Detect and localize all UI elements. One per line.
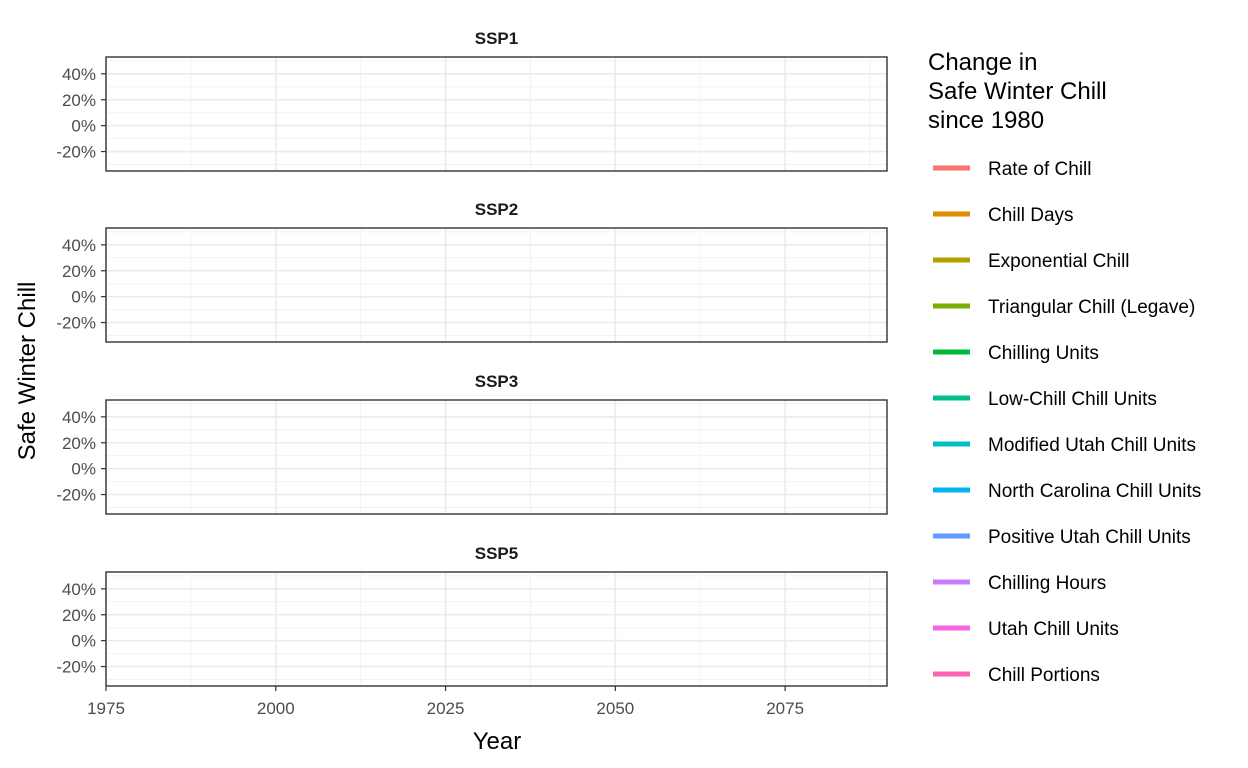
- y-tick-label: -20%: [56, 143, 96, 162]
- legend-label: Positive Utah Chill Units: [988, 527, 1191, 548]
- legend-label: Chill Days: [988, 205, 1074, 226]
- legend-title-line: Change in: [928, 49, 1037, 76]
- legend-label: Low-Chill Chill Units: [988, 389, 1157, 410]
- y-tick-label: 0%: [71, 460, 96, 479]
- facet-panels: SSP1 -20% 0% 20% 40% SSP2 -20% 0% 20% 40% SSP3 -20%…: [56, 29, 888, 687]
- panel-border: [105, 56, 888, 172]
- y-axis-title: Safe Winter Chill: [14, 282, 41, 461]
- facet-title: SSP5: [475, 544, 518, 563]
- legend-entry: North Carolina Chill Units: [933, 481, 1201, 502]
- y-tick-label: -20%: [56, 486, 96, 505]
- legend-entry: Chilling Hours: [933, 573, 1106, 594]
- y-tick-label: 20%: [62, 606, 96, 625]
- legend-label: Chilling Hours: [988, 573, 1106, 594]
- x-tick-label: 1975: [87, 699, 125, 718]
- legend-entry: Exponential Chill: [933, 251, 1130, 272]
- legend-label: Exponential Chill: [988, 251, 1130, 272]
- facet-title: SSP1: [475, 29, 518, 48]
- legend-label: Chilling Units: [988, 343, 1099, 364]
- facet-panel-ssp2: SSP2 -20% 0% 20% 40%: [56, 200, 888, 343]
- panel-border: [105, 571, 888, 687]
- y-tick-label: 0%: [71, 632, 96, 651]
- y-tick-label: -20%: [56, 658, 96, 677]
- facet-panel-ssp3: SSP3 -20% 0% 20% 40%: [56, 372, 888, 515]
- legend-label: Rate of Chill: [988, 159, 1092, 180]
- facet-panel-ssp1: SSP1 -20% 0% 20% 40%: [56, 29, 888, 172]
- legend-label: Chill Portions: [988, 665, 1100, 686]
- y-tick-label: 20%: [62, 91, 96, 110]
- y-tick-label: 20%: [62, 434, 96, 453]
- x-axis-title: Year: [473, 728, 522, 755]
- x-axis: 1975 2000 2025 2050 2075: [87, 686, 804, 718]
- legend-entry: Chill Days: [933, 205, 1074, 226]
- legend-entry: Utah Chill Units: [933, 619, 1119, 640]
- legend-label: Modified Utah Chill Units: [988, 435, 1196, 456]
- legend-title-line: Safe Winter Chill: [928, 78, 1107, 105]
- x-tick-label: 2075: [766, 699, 804, 718]
- x-tick-label: 2050: [596, 699, 634, 718]
- y-tick-label: 0%: [71, 117, 96, 136]
- y-tick-label: 40%: [62, 408, 96, 427]
- legend-entry: Modified Utah Chill Units: [933, 435, 1196, 456]
- panel-border: [105, 399, 888, 515]
- x-tick-label: 2025: [427, 699, 465, 718]
- legend-entry: Positive Utah Chill Units: [933, 527, 1191, 548]
- legend-entry: Rate of Chill: [933, 159, 1092, 180]
- legend-label: Utah Chill Units: [988, 619, 1119, 640]
- facet-title: SSP2: [475, 200, 518, 219]
- facet-panel-ssp5: SSP5 -20% 0% 20% 40%: [56, 544, 888, 687]
- legend-entry: Chill Portions: [933, 665, 1100, 686]
- legend-entry: Chilling Units: [933, 343, 1099, 364]
- legend-label: North Carolina Chill Units: [988, 481, 1201, 502]
- legend-entry: Low-Chill Chill Units: [933, 389, 1157, 410]
- y-tick-label: 0%: [71, 288, 96, 307]
- y-tick-label: -20%: [56, 314, 96, 333]
- legend-title-line: since 1980: [928, 107, 1044, 134]
- y-tick-label: 40%: [62, 236, 96, 255]
- legend-entry: Triangular Chill (Legave): [933, 297, 1195, 318]
- y-tick-label: 40%: [62, 65, 96, 84]
- panel-border: [105, 227, 888, 343]
- y-tick-label: 20%: [62, 262, 96, 281]
- legend-label: Triangular Chill (Legave): [988, 297, 1195, 318]
- y-tick-label: 40%: [62, 580, 96, 599]
- x-tick-label: 2000: [257, 699, 295, 718]
- facet-title: SSP3: [475, 372, 518, 391]
